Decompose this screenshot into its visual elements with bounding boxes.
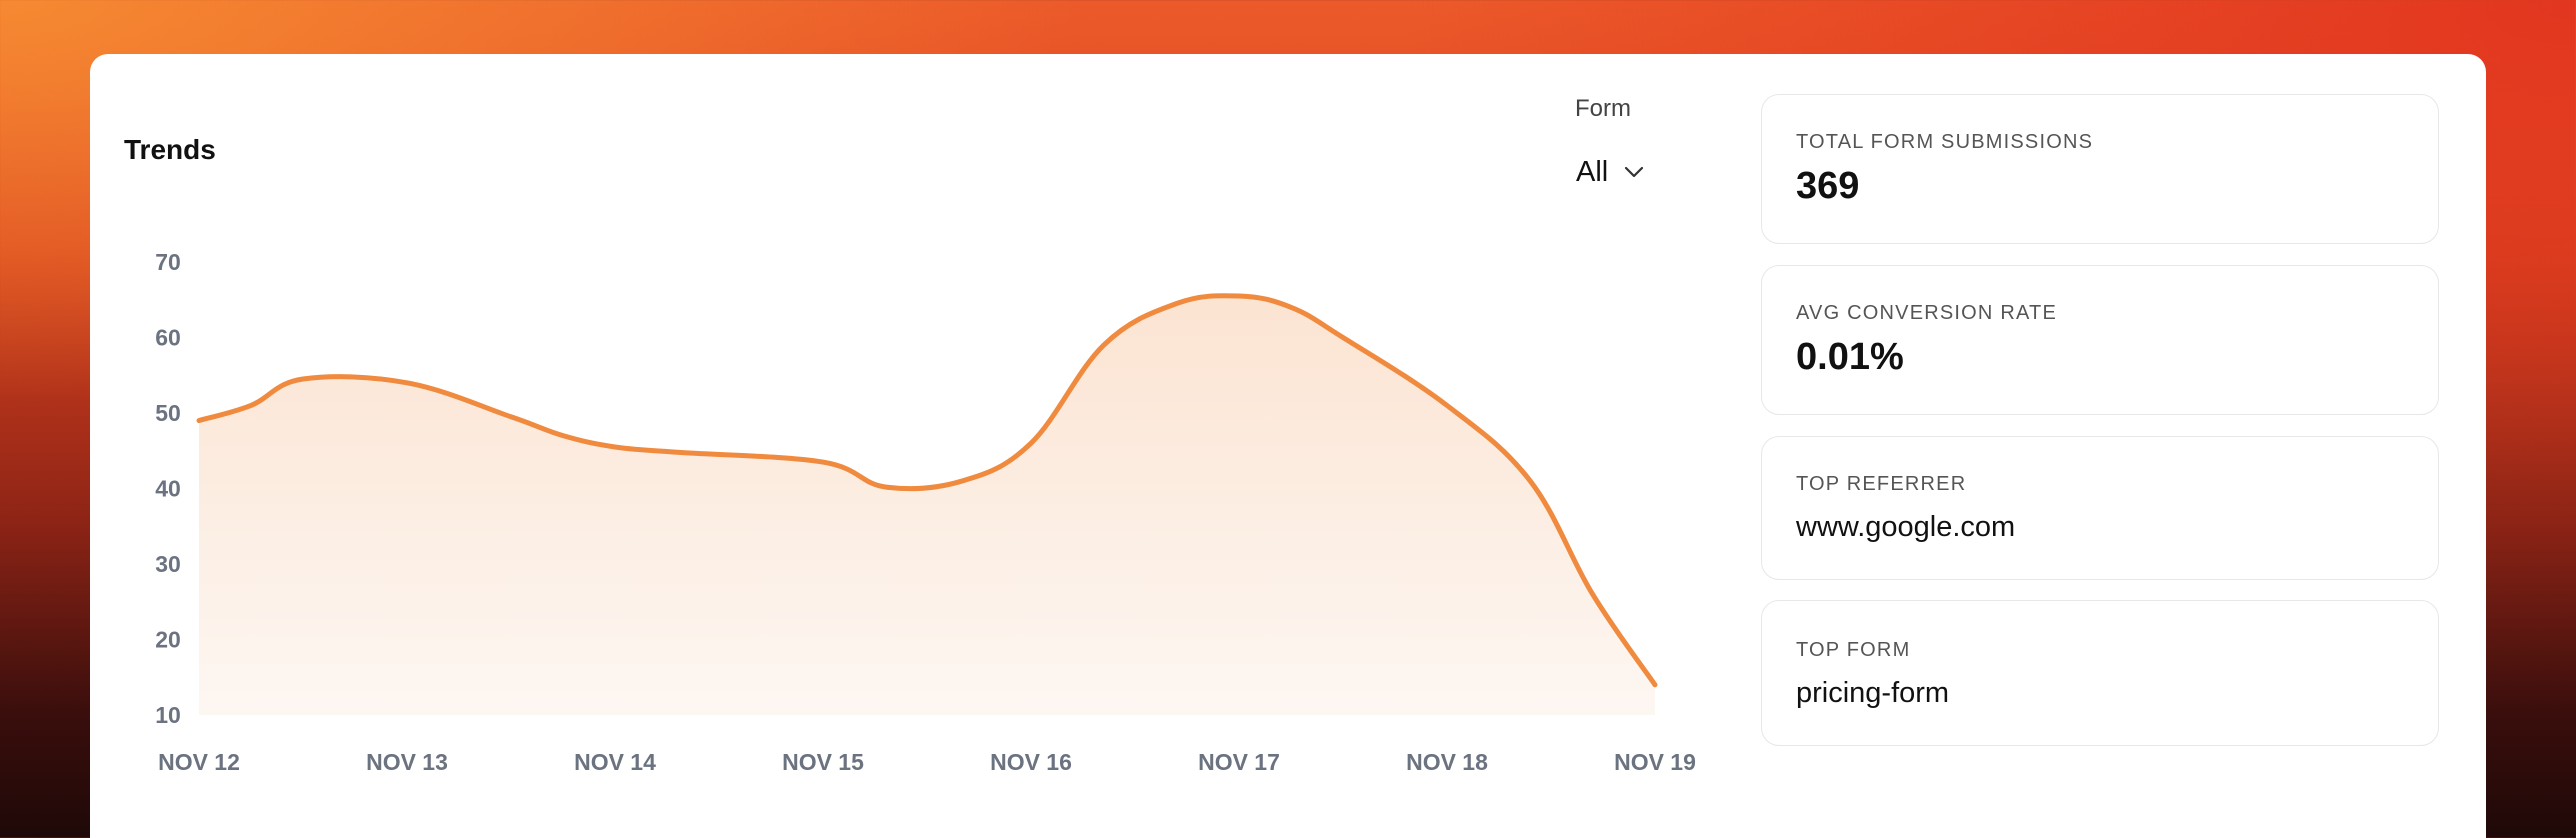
stat-value: www.google.com [1796,511,2016,543]
stat-label: TOTAL FORM SUBMISSIONS [1796,131,2094,153]
stat-label: TOP FORM [1796,639,1911,661]
y-tick-label: 40 [155,476,181,502]
y-tick-label: 60 [155,325,181,351]
series-area [199,295,1655,715]
y-tick-label: 30 [155,551,181,577]
chart-title: Trends [124,134,216,165]
trends-card: Trends Form All 70 60 50 40 30 20 10 NOV 12 NOV… [90,54,2486,838]
stat-value: pricing-form [1796,677,1950,709]
form-filter-select[interactable]: All [1576,152,1644,192]
stat-value: 0.01% [1796,336,1904,378]
chevron-down-icon [1625,166,1644,178]
y-tick-label: 10 [155,702,181,728]
form-filter-label: Form [1575,95,1631,122]
x-tick-label: NOV 12 [158,749,240,775]
stat-label: TOP REFERRER [1796,473,1967,495]
stat-card-total-submissions: TOTAL FORM SUBMISSIONS 369 [1761,94,2439,244]
series-line [196,293,1658,688]
y-tick-label: 70 [155,249,181,275]
x-tick-label: NOV 17 [1198,749,1280,775]
x-tick-label: NOV 16 [990,749,1072,775]
x-tick-label: NOV 15 [782,749,864,775]
y-tick-label: 20 [155,627,181,653]
stat-card-avg-conversion: AVG CONVERSION RATE 0.01% [1761,265,2439,415]
x-tick-label: NOV 18 [1406,749,1488,775]
x-tick-label: NOV 14 [574,749,656,775]
x-tick-label: NOV 13 [366,749,448,775]
x-tick-label: NOV 19 [1614,749,1696,775]
stat-value: 369 [1796,165,1860,207]
stat-label: AVG CONVERSION RATE [1796,302,2057,324]
stat-card-top-referrer: TOP REFERRER www.google.com [1761,436,2439,580]
y-tick-label: 50 [155,400,181,426]
stat-card-top-form: TOP FORM pricing-form [1761,600,2439,746]
x-axis: NOV 12 NOV 13 NOV 14 NOV 15 NOV 16 NOV 17 NOV … [158,749,1696,775]
form-filter-value: All [1576,155,1609,188]
y-axis: 70 60 50 40 30 20 10 [155,249,181,728]
